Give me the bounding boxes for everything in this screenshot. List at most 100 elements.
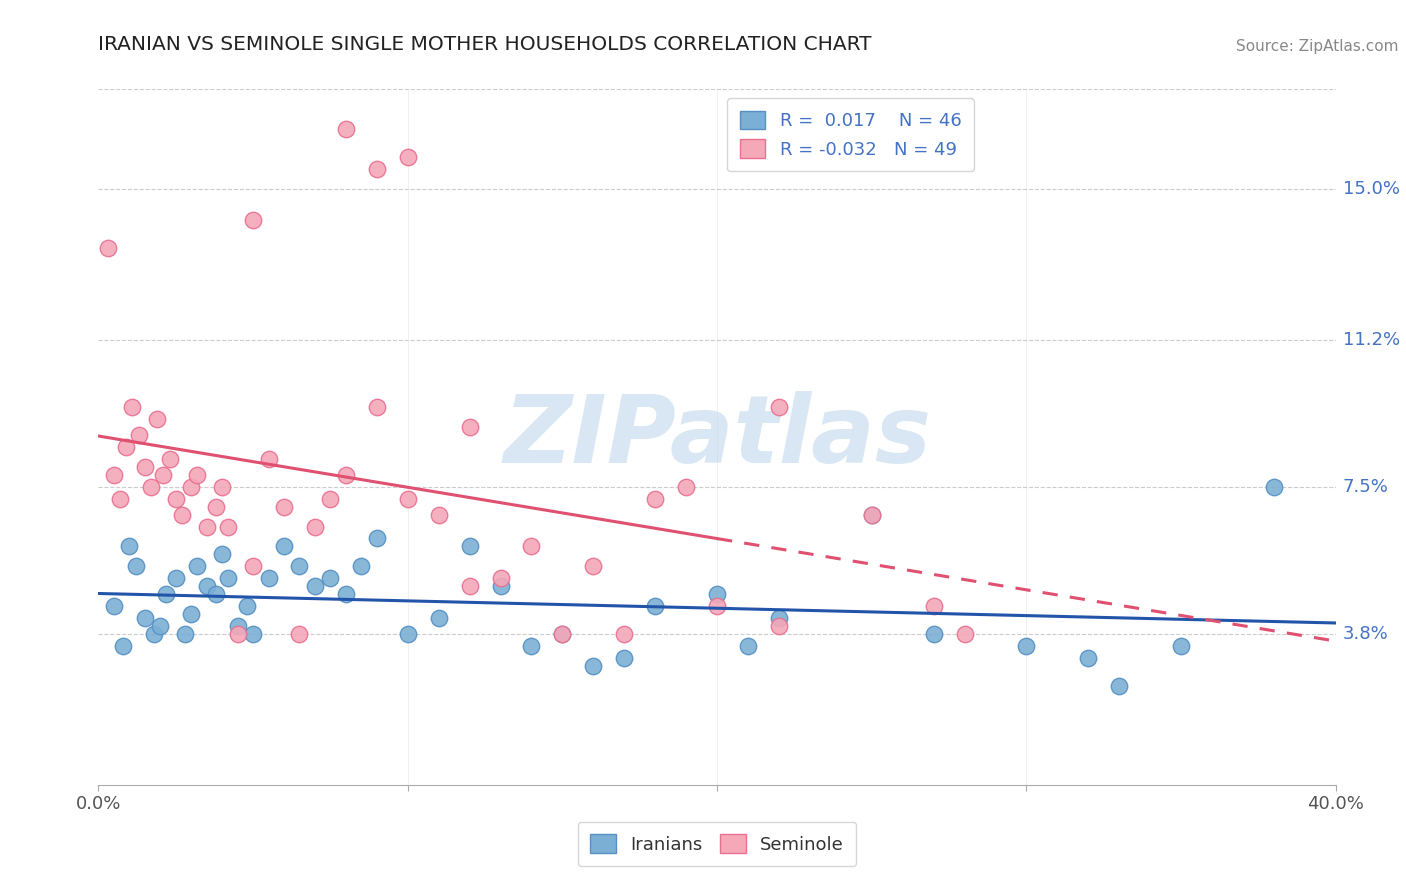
Text: 11.2%: 11.2% <box>1343 331 1400 349</box>
Point <box>396 627 419 641</box>
Point <box>273 540 295 554</box>
Point <box>706 587 728 601</box>
Point <box>551 627 574 641</box>
Point <box>520 639 543 653</box>
Point <box>118 540 141 554</box>
Point <box>427 508 450 522</box>
Point <box>860 508 883 522</box>
Point <box>236 599 259 613</box>
Point <box>257 571 280 585</box>
Point <box>922 599 945 613</box>
Point <box>1170 639 1192 653</box>
Text: 3.8%: 3.8% <box>1343 625 1389 643</box>
Point <box>1015 639 1038 653</box>
Point <box>226 619 249 633</box>
Point <box>304 579 326 593</box>
Point <box>226 627 249 641</box>
Point <box>319 571 342 585</box>
Text: IRANIAN VS SEMINOLE SINGLE MOTHER HOUSEHOLDS CORRELATION CHART: IRANIAN VS SEMINOLE SINGLE MOTHER HOUSEH… <box>98 35 872 54</box>
Point <box>737 639 759 653</box>
Point <box>644 599 666 613</box>
Point <box>170 508 193 522</box>
Point <box>103 599 125 613</box>
Point <box>458 420 481 434</box>
Point <box>242 559 264 574</box>
Point <box>489 579 512 593</box>
Point <box>143 627 166 641</box>
Point <box>582 559 605 574</box>
Point <box>768 619 790 633</box>
Point <box>613 650 636 665</box>
Point <box>257 452 280 467</box>
Point <box>211 480 233 494</box>
Point <box>335 467 357 482</box>
Legend: Iranians, Seminole: Iranians, Seminole <box>578 822 856 866</box>
Point <box>953 627 976 641</box>
Point <box>205 500 228 514</box>
Point <box>165 491 187 506</box>
Point <box>242 213 264 227</box>
Point <box>335 122 357 136</box>
Point <box>644 491 666 506</box>
Point <box>128 428 150 442</box>
Text: Source: ZipAtlas.com: Source: ZipAtlas.com <box>1236 38 1399 54</box>
Point <box>205 587 228 601</box>
Point <box>675 480 697 494</box>
Point <box>195 579 218 593</box>
Point <box>97 241 120 255</box>
Point <box>304 519 326 533</box>
Point <box>366 401 388 415</box>
Point <box>335 587 357 601</box>
Point <box>768 401 790 415</box>
Point <box>551 627 574 641</box>
Point <box>186 559 208 574</box>
Text: 7.5%: 7.5% <box>1343 478 1389 496</box>
Point <box>288 627 311 641</box>
Point <box>155 587 177 601</box>
Text: ZIPatlas: ZIPatlas <box>503 391 931 483</box>
Point <box>134 459 156 474</box>
Point <box>115 440 138 454</box>
Point <box>427 611 450 625</box>
Point <box>180 607 202 621</box>
Point <box>489 571 512 585</box>
Text: 15.0%: 15.0% <box>1343 179 1400 198</box>
Point <box>366 161 388 176</box>
Point <box>768 611 790 625</box>
Point <box>134 611 156 625</box>
Point <box>152 467 174 482</box>
Point <box>366 532 388 546</box>
Point <box>860 508 883 522</box>
Point <box>217 571 239 585</box>
Point <box>139 480 162 494</box>
Point <box>180 480 202 494</box>
Point <box>242 627 264 641</box>
Point <box>458 540 481 554</box>
Point <box>195 519 218 533</box>
Point <box>520 540 543 554</box>
Point <box>146 412 169 426</box>
Point <box>165 571 187 585</box>
Point <box>922 627 945 641</box>
Point <box>350 559 373 574</box>
Point <box>396 491 419 506</box>
Point <box>121 401 143 415</box>
Point <box>396 150 419 164</box>
Point <box>582 658 605 673</box>
Point <box>108 491 131 506</box>
Point <box>613 627 636 641</box>
Point <box>319 491 342 506</box>
Point <box>159 452 181 467</box>
Point <box>288 559 311 574</box>
Point <box>211 547 233 561</box>
Point <box>1263 480 1285 494</box>
Point <box>1077 650 1099 665</box>
Point <box>174 627 197 641</box>
Point <box>124 559 146 574</box>
Point <box>217 519 239 533</box>
Point <box>186 467 208 482</box>
Point <box>706 599 728 613</box>
Point <box>273 500 295 514</box>
Point <box>112 639 135 653</box>
Point <box>1108 679 1130 693</box>
